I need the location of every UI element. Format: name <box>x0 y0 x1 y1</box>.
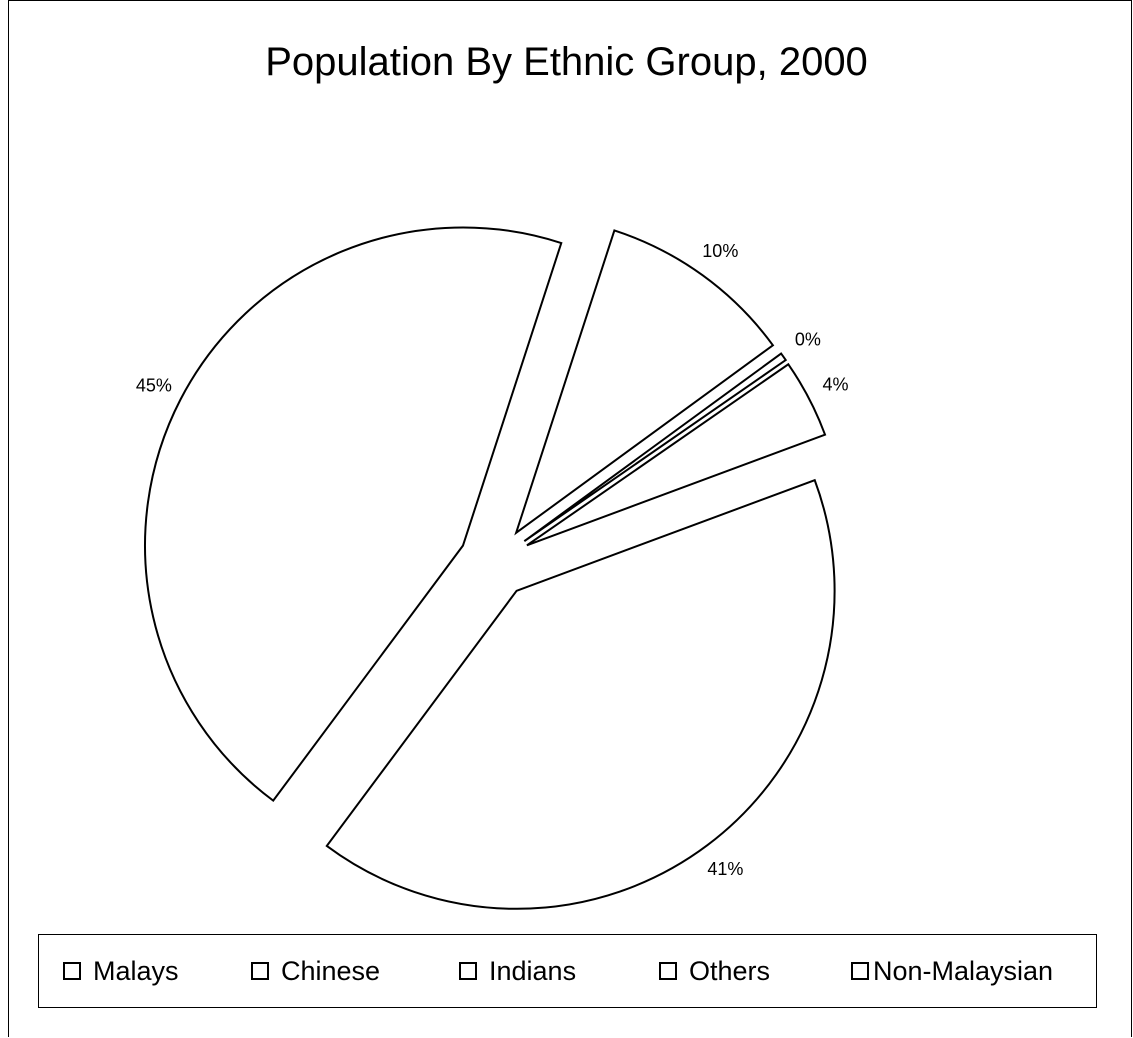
legend-label-non-malaysian: Non-Malaysian <box>873 955 1054 986</box>
pie-slice-indians <box>526 362 827 547</box>
pie-label-malays: 45% <box>136 376 172 396</box>
legend-swatch-chinese <box>251 962 269 980</box>
legend-swatch-indians <box>459 962 477 980</box>
legend-item-others: Others <box>659 935 770 1007</box>
legend-item-chinese: Chinese <box>251 935 380 1007</box>
chart-frame <box>8 0 1132 1037</box>
legend-label-malays: Malays <box>93 955 179 986</box>
legend-swatch-others <box>659 962 677 980</box>
legend-item-indians: Indians <box>459 935 576 1007</box>
legend-label-others: Others <box>689 955 771 986</box>
pie-label-non-malaysian: 10% <box>702 241 738 261</box>
legend-swatch-malays <box>63 962 81 980</box>
pie-slice-chinese <box>325 478 836 910</box>
pie-label-chinese: 41% <box>707 859 743 879</box>
pie-label-others: 0% <box>795 329 821 349</box>
pie-slice-others <box>523 352 788 542</box>
chart-legend: Malays Chinese Indians Others Non-Malays… <box>38 934 1097 1008</box>
legend-label-indians: Indians <box>489 955 577 986</box>
legend-label-chinese: Chinese <box>281 955 381 986</box>
legend-item-non-malaysian: Non-Malaysian <box>851 935 1053 1007</box>
legend-item-malays: Malays <box>63 935 179 1007</box>
pie-chart: 45% 41% 4% 0% 10% <box>136 226 849 910</box>
pie-slice-non-malaysian <box>514 229 775 536</box>
pie-slice-malays <box>144 226 563 803</box>
chart-title: Population By Ethnic Group, 2000 <box>265 40 868 84</box>
pie-label-indians: 4% <box>822 374 848 394</box>
legend-swatch-non-malaysian <box>851 962 869 980</box>
